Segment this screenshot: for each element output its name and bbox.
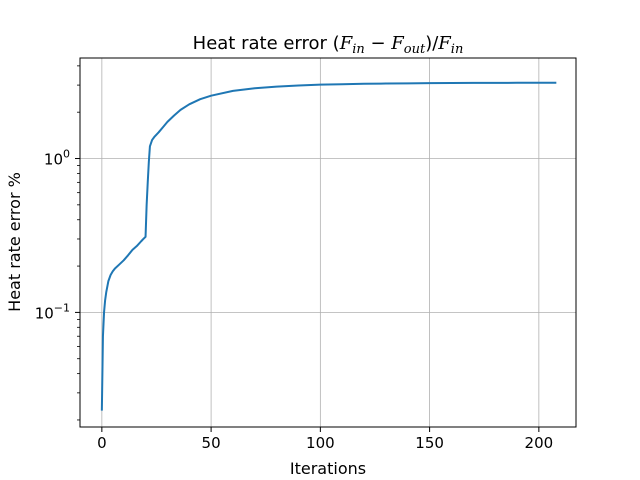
ticks: 0 50 100 150 200 10−1 100: [35, 65, 554, 452]
x-tick-label: 200: [525, 434, 554, 452]
chart-title: Heat rate error (Fin − Fout)/Fin: [193, 33, 464, 57]
x-tick-label: 0: [97, 434, 107, 452]
grid: [80, 58, 576, 427]
y-tick-label: 10−1: [35, 301, 70, 322]
title-var-f-in: F: [339, 33, 354, 54]
title-close-div: )/: [425, 33, 439, 54]
title-sub-out: out: [404, 42, 426, 57]
title-sub-in-denominator: in: [451, 42, 464, 57]
series-line: [100, 81, 557, 411]
title-minus: −: [365, 33, 392, 54]
y-axis-label: Heat rate error %: [5, 172, 24, 312]
title-prefix: Heat rate error: [193, 33, 333, 54]
x-axis-label: Iterations: [290, 459, 366, 478]
title-sub-in: in: [352, 42, 365, 57]
title-var-f-in-denominator: F: [437, 33, 452, 54]
x-tick-label: 150: [415, 434, 444, 452]
title-open-paren: (: [333, 33, 340, 54]
x-tick-label: 50: [202, 434, 221, 452]
series-layer: [100, 81, 557, 411]
x-tick-label: 100: [306, 434, 335, 452]
title-var-f-out: F: [390, 33, 405, 54]
plot-frame: [79, 57, 577, 428]
y-tick-label: 100: [44, 148, 70, 169]
